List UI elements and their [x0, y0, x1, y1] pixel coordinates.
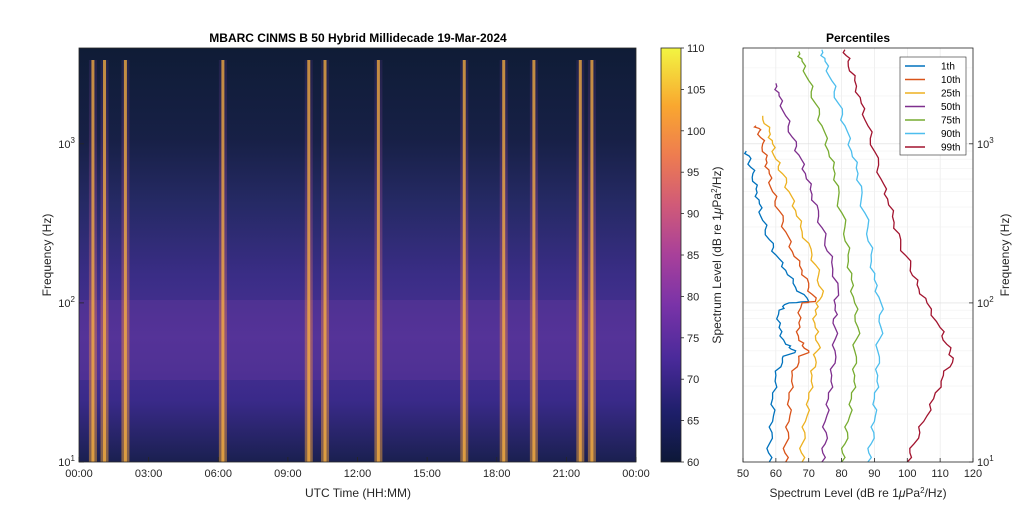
y-tick-label-2: 103 [58, 136, 75, 151]
bright-band-core [123, 60, 127, 462]
bright-band-core [221, 60, 225, 462]
bright-band-core [532, 60, 536, 462]
pct-x-tick-label: 120 [964, 468, 982, 480]
percentile-line-75th [796, 51, 861, 462]
percentiles-x-ticks: 50 60 70 80 90 100 110 120 [737, 458, 982, 480]
x-tick-label: 00:00 [622, 468, 650, 480]
percentiles-y-label: Frequency (Hz) [998, 214, 1012, 297]
x-tick-label: 06:00 [204, 468, 232, 480]
pct-x-tick-label: 80 [835, 468, 847, 480]
y-tick-exponent: 2 [71, 295, 76, 304]
colorbar-tick-label: 80 [687, 291, 699, 303]
spectrogram-bright-bands [88, 60, 596, 462]
x-tick-label: 00:00 [65, 468, 93, 480]
legend-label: 25th [941, 89, 960, 100]
percentiles-lines [743, 49, 955, 462]
pct-y-tick-label-0: 101 [977, 454, 994, 469]
spectrogram-lowfreq-haze [79, 300, 636, 380]
colorbar: 60 65 70 75 80 85 90 95 100 105 110 Spectrum Level… [660, 43, 725, 469]
pct-x-tick-label: 70 [803, 468, 815, 480]
legend-label: 50th [941, 102, 960, 113]
percentiles-panel: Percentiles 50 60 70 80 90 100 110 120 10110210… [737, 31, 1012, 500]
x-tick-label: 21:00 [553, 468, 581, 480]
bright-band-core [502, 60, 506, 462]
y-tick-base: 10 [58, 139, 70, 151]
legend-label: 90th [941, 129, 960, 140]
colorbar-tick-label: 65 [687, 416, 699, 428]
y-tick-label-0: 101 [58, 454, 75, 469]
pct-y-tick-label-2: 103 [977, 136, 994, 151]
pct-y-tick-base: 10 [977, 139, 989, 151]
bright-band-core [323, 60, 327, 462]
legend-label: 10th [941, 75, 960, 86]
percentile-line-1th [743, 150, 810, 462]
y-tick-exponent: 1 [71, 454, 76, 463]
x-tick-label: 09:00 [274, 468, 302, 480]
spectrogram-image [79, 48, 636, 462]
bright-band-core [376, 60, 380, 462]
x-tick-label: 03:00 [135, 468, 163, 480]
pct-y-tick-base: 10 [977, 298, 989, 310]
x-tick-label: 15:00 [413, 468, 441, 480]
legend-label: 1th [941, 62, 955, 73]
colorbar-tick-label: 75 [687, 333, 699, 345]
colorbar-tick-label: 60 [687, 457, 699, 469]
percentile-line-50th [774, 83, 840, 462]
spectrogram-y-label: Frequency (Hz) [40, 214, 54, 297]
colorbar-tick-label: 90 [687, 209, 699, 221]
x-tick-label: 18:00 [483, 468, 511, 480]
pct-y-tick-exponent: 2 [989, 295, 994, 304]
pct-x-tick-label: 100 [898, 468, 916, 480]
bright-band-core [307, 60, 311, 462]
bright-band-core [462, 60, 466, 462]
x-tick-label: 12:00 [344, 468, 372, 480]
pct-x-tick-label: 50 [737, 468, 749, 480]
bright-band-core [578, 60, 582, 462]
percentiles-axes-box [742, 47, 974, 463]
colorbar-label: Spectrum Level (dB re 1μPa2/Hz) [710, 166, 725, 343]
legend-label: 99th [941, 143, 960, 154]
bright-band-core [91, 60, 95, 462]
pct-y-tick-label-1: 102 [977, 295, 994, 310]
colorbar-tick-label: 105 [687, 84, 705, 96]
percentile-line-10th [753, 125, 817, 462]
colorbar-gradient [660, 47, 682, 463]
percentiles-x-label: Spectrum Level (dB re 1μPa2/Hz) [769, 486, 946, 501]
y-tick-label-1: 102 [58, 295, 75, 310]
y-tick-exponent: 3 [71, 136, 76, 145]
pct-y-tick-base: 10 [977, 457, 989, 469]
legend-label: 75th [941, 116, 960, 127]
pct-y-tick-exponent: 3 [989, 136, 994, 145]
bright-band-core [103, 60, 107, 462]
pct-y-tick-exponent: 1 [989, 454, 994, 463]
y-tick-base: 10 [58, 457, 70, 469]
spectrogram-x-ticks: 00:00 03:00 06:00 09:00 12:00 15:00 18:00 21:00… [65, 457, 650, 480]
colorbar-tick-label: 85 [687, 250, 699, 262]
percentiles-legend: 1th 10th 25th 50th 75th 90th 99th [899, 56, 967, 156]
colorbar-tick-label: 110 [687, 43, 705, 55]
percentiles-title: Percentiles [826, 31, 890, 45]
pct-x-tick-label: 110 [931, 468, 949, 480]
spectrogram-panel: MBARC CINMS B 50 Hybrid Millidecade 19-M… [40, 31, 650, 500]
percentile-line-25th [762, 115, 825, 462]
percentile-line-90th [820, 49, 885, 462]
colorbar-tick-label: 70 [687, 374, 699, 386]
pct-x-tick-label: 90 [868, 468, 880, 480]
spectrogram-title: MBARC CINMS B 50 Hybrid Millidecade 19-M… [209, 31, 507, 45]
spectrogram-x-label: UTC Time (HH:MM) [305, 486, 411, 500]
bright-band-core [590, 60, 594, 462]
percentile-line-99th [842, 49, 955, 462]
colorbar-tick-label: 95 [687, 167, 699, 179]
pct-x-tick-label: 60 [770, 468, 782, 480]
colorbar-ticks: 60 65 70 75 80 85 90 95 100 105 110 [681, 43, 705, 469]
y-tick-base: 10 [58, 298, 70, 310]
colorbar-tick-label: 100 [687, 126, 705, 138]
